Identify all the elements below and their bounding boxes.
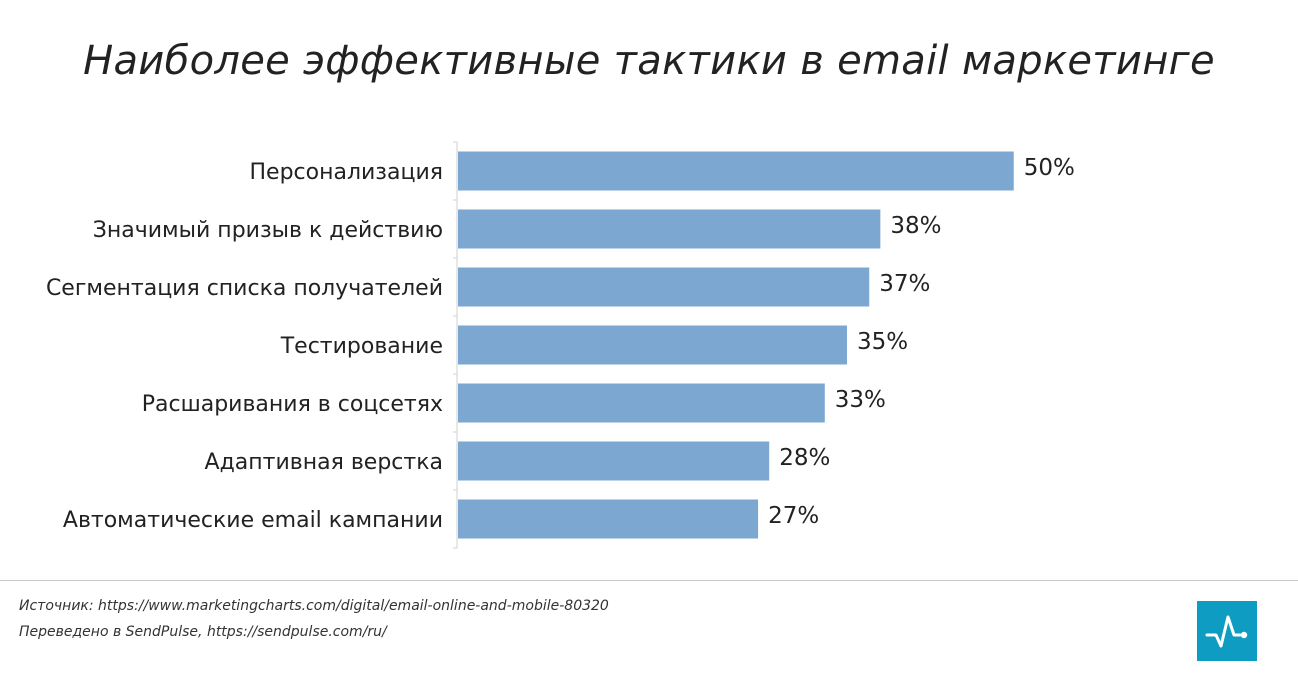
- category-label: Персонализация: [249, 160, 443, 185]
- bar: [458, 267, 870, 307]
- category-label: Тестирование: [280, 334, 443, 359]
- value-label: 27%: [768, 503, 819, 529]
- category-label: Автоматические email кампании: [63, 508, 443, 533]
- category-label: Значимый призыв к действию: [93, 218, 443, 243]
- category-label: Сегментация списка получателей: [46, 276, 443, 301]
- bar: [458, 499, 759, 539]
- bar: [458, 325, 847, 365]
- value-label: 37%: [879, 271, 930, 297]
- bar: [458, 383, 825, 423]
- sendpulse-logo: [1197, 601, 1257, 661]
- bar: [458, 209, 881, 249]
- bar: [458, 441, 770, 481]
- value-label: 33%: [835, 387, 886, 413]
- category-label: Адаптивная верстка: [205, 450, 443, 475]
- chart-title: Наиболее эффективные тактики в email мар…: [83, 38, 1215, 84]
- source-note: Источник: https://www.marketingcharts.co…: [19, 598, 609, 614]
- sendpulse-pulse-icon: [1205, 615, 1248, 648]
- bar-chart: Персонализация Значимый призыв к действию…: [46, 141, 1075, 549]
- value-label: 38%: [890, 213, 941, 239]
- credit-note: Переведено в SendPulse, https://sendpuls…: [19, 624, 387, 640]
- value-label: 35%: [857, 329, 908, 355]
- bar: [458, 151, 1014, 191]
- value-label: 50%: [1024, 155, 1075, 181]
- category-label: Расшаривания в соцсетях: [142, 392, 443, 417]
- footer-divider: [0, 580, 1298, 581]
- value-label: 28%: [779, 445, 830, 471]
